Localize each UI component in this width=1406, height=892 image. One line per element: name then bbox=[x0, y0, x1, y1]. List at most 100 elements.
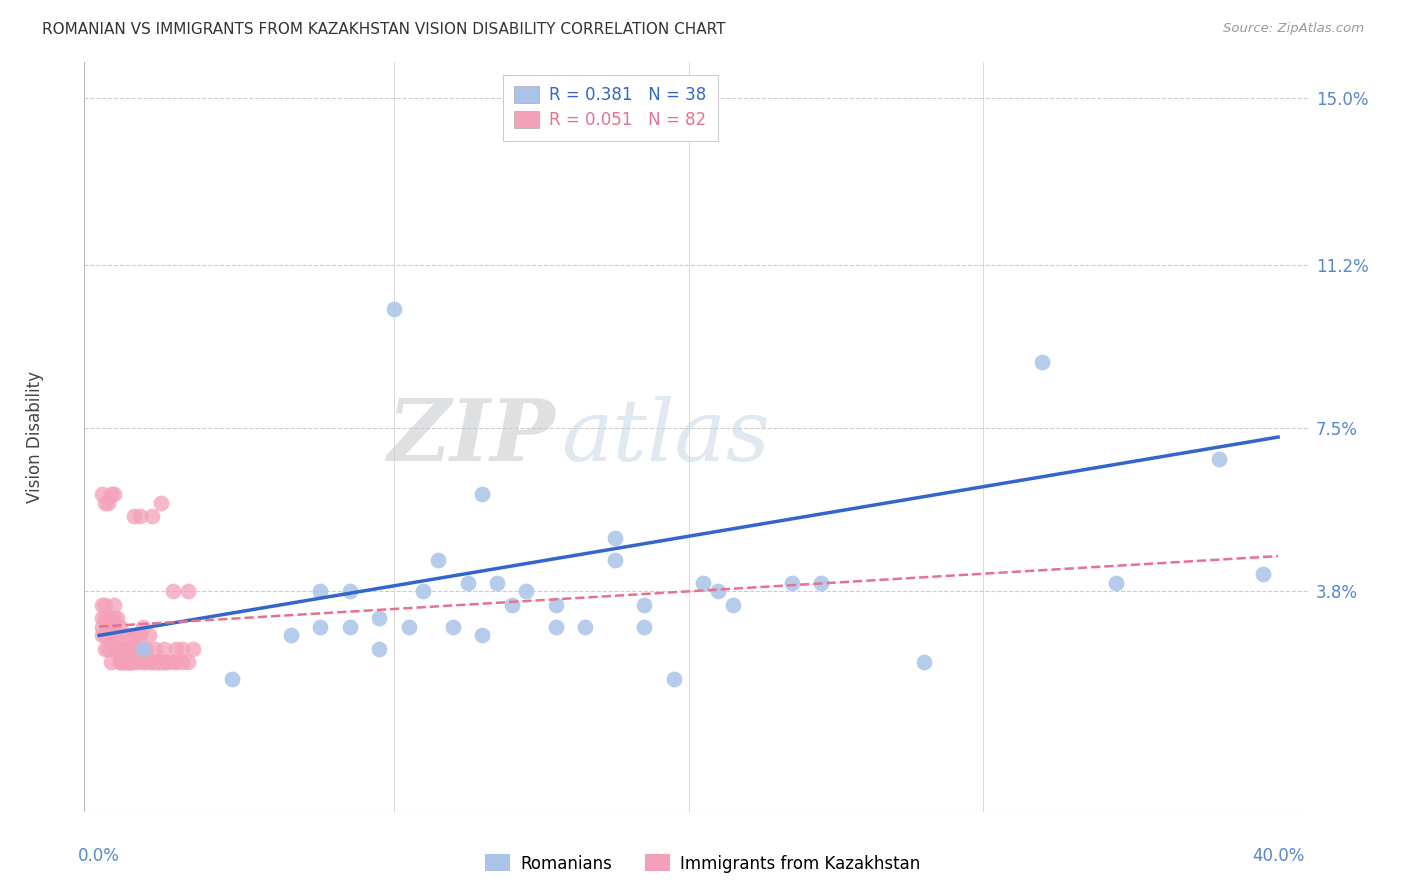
Point bbox=[108, 655, 131, 669]
Point bbox=[146, 655, 169, 669]
Point bbox=[135, 655, 157, 669]
Point bbox=[100, 611, 122, 625]
Point bbox=[146, 655, 169, 669]
Point bbox=[471, 487, 494, 501]
Point bbox=[707, 584, 730, 599]
Point bbox=[117, 655, 139, 669]
Point bbox=[912, 655, 935, 669]
Point bbox=[501, 598, 523, 612]
Point bbox=[141, 655, 163, 669]
Point bbox=[91, 628, 114, 642]
Point bbox=[309, 619, 332, 633]
Point bbox=[121, 655, 143, 669]
Point bbox=[129, 628, 152, 642]
Point bbox=[170, 655, 193, 669]
Point bbox=[124, 509, 146, 524]
Point bbox=[153, 655, 176, 669]
Point bbox=[111, 641, 134, 656]
Point bbox=[721, 598, 744, 612]
Point bbox=[1253, 566, 1275, 581]
Point bbox=[135, 641, 157, 656]
Point bbox=[515, 584, 537, 599]
Point bbox=[103, 619, 125, 633]
Point bbox=[156, 655, 179, 669]
Point bbox=[103, 487, 125, 501]
Point bbox=[124, 641, 146, 656]
Point bbox=[94, 496, 117, 510]
Point bbox=[662, 673, 685, 687]
Point bbox=[471, 628, 494, 642]
Point bbox=[100, 655, 122, 669]
Point bbox=[114, 641, 136, 656]
Point bbox=[114, 641, 136, 656]
Point bbox=[108, 619, 131, 633]
Point bbox=[309, 584, 332, 599]
Text: ROMANIAN VS IMMIGRANTS FROM KAZAKHSTAN VISION DISABILITY CORRELATION CHART: ROMANIAN VS IMMIGRANTS FROM KAZAKHSTAN V… bbox=[42, 22, 725, 37]
Point bbox=[1105, 575, 1128, 590]
Point bbox=[117, 641, 139, 656]
Point bbox=[91, 611, 114, 625]
Point bbox=[150, 496, 173, 510]
Point bbox=[114, 655, 136, 669]
Point bbox=[339, 619, 361, 633]
Point bbox=[633, 619, 655, 633]
Point bbox=[633, 598, 655, 612]
Point bbox=[339, 584, 361, 599]
Point bbox=[141, 509, 163, 524]
Point bbox=[441, 619, 464, 633]
Point bbox=[97, 628, 120, 642]
Point bbox=[100, 641, 122, 656]
Legend: Romanians, Immigrants from Kazakhstan: Romanians, Immigrants from Kazakhstan bbox=[478, 847, 928, 880]
Point bbox=[114, 655, 136, 669]
Point bbox=[91, 619, 114, 633]
Point bbox=[427, 553, 450, 567]
Point bbox=[121, 655, 143, 669]
Point bbox=[162, 584, 184, 599]
Point bbox=[692, 575, 714, 590]
Point bbox=[132, 655, 155, 669]
Point bbox=[103, 598, 125, 612]
Point bbox=[1208, 452, 1230, 467]
Point bbox=[94, 641, 117, 656]
Point bbox=[94, 628, 117, 642]
Point bbox=[603, 532, 626, 546]
Point bbox=[162, 655, 184, 669]
Text: Vision Disability: Vision Disability bbox=[27, 371, 45, 503]
Point bbox=[153, 655, 176, 669]
Point bbox=[176, 655, 198, 669]
Point bbox=[108, 641, 131, 656]
Point bbox=[129, 509, 152, 524]
Point bbox=[457, 575, 479, 590]
Text: atlas: atlas bbox=[561, 396, 770, 478]
Point bbox=[485, 575, 508, 590]
Point bbox=[117, 655, 139, 669]
Text: Source: ZipAtlas.com: Source: ZipAtlas.com bbox=[1223, 22, 1364, 36]
Point bbox=[94, 598, 117, 612]
Point bbox=[153, 641, 176, 656]
Point bbox=[1031, 355, 1053, 369]
Text: ZIP: ZIP bbox=[388, 395, 555, 479]
Point bbox=[132, 641, 155, 656]
Point bbox=[121, 641, 143, 656]
Point bbox=[574, 619, 596, 633]
Point bbox=[103, 628, 125, 642]
Point bbox=[544, 619, 567, 633]
Point bbox=[170, 641, 193, 656]
Point bbox=[97, 496, 120, 510]
Point bbox=[544, 598, 567, 612]
Point bbox=[165, 641, 187, 656]
Point bbox=[97, 641, 120, 656]
Point bbox=[127, 641, 149, 656]
Point bbox=[603, 553, 626, 567]
Point bbox=[165, 655, 187, 669]
Point bbox=[382, 302, 405, 317]
Point bbox=[105, 641, 128, 656]
Point bbox=[368, 611, 391, 625]
Point bbox=[810, 575, 832, 590]
Point bbox=[143, 641, 166, 656]
Point bbox=[111, 655, 134, 669]
Point bbox=[412, 584, 434, 599]
Point bbox=[398, 619, 420, 633]
Point bbox=[105, 641, 128, 656]
Point bbox=[368, 641, 391, 656]
